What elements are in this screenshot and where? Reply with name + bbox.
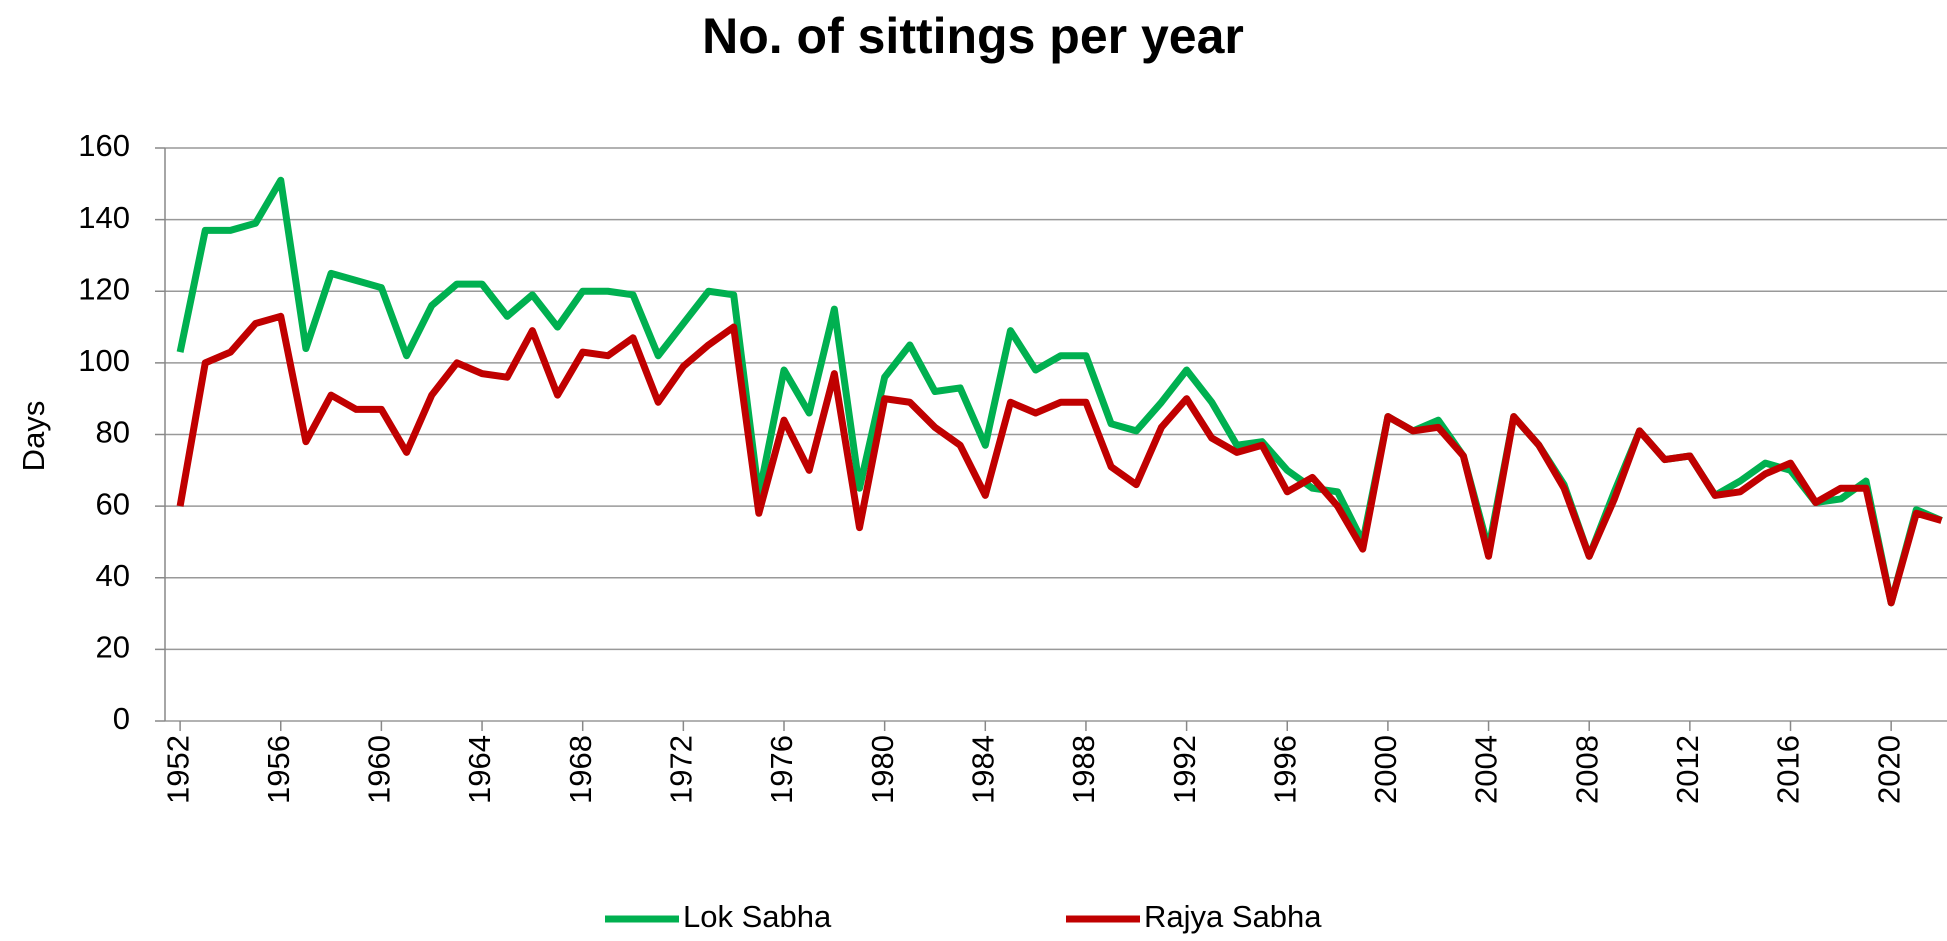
y-tick-label: 100	[78, 343, 130, 378]
x-tick-label: 1996	[1267, 735, 1302, 804]
y-tick-label: 0	[113, 701, 130, 736]
x-tick-label: 1964	[462, 735, 497, 804]
y-axis-label: Days	[16, 401, 51, 472]
x-tick-label: 1976	[764, 735, 799, 804]
x-tick-label: 1992	[1167, 735, 1202, 804]
x-tick-label: 1960	[362, 735, 397, 804]
y-tick-label: 120	[78, 271, 130, 306]
x-tick-label: 1972	[664, 735, 699, 804]
y-tick-label: 140	[78, 200, 130, 235]
legend-label: Rajya Sabha	[1144, 899, 1322, 934]
x-tick-label: 1952	[160, 735, 195, 804]
x-tick-label: 2000	[1368, 735, 1403, 804]
y-tick-label: 80	[96, 415, 130, 450]
x-tick-label: 1980	[865, 735, 900, 804]
x-tick-label: 2016	[1771, 735, 1806, 804]
x-tick-label: 2020	[1871, 735, 1906, 804]
y-tick-label: 40	[96, 558, 130, 593]
series-line	[176, 312, 1943, 607]
x-tick-label: 2004	[1469, 735, 1504, 804]
y-tick-label: 160	[78, 128, 130, 163]
y-tick-label: 60	[96, 486, 130, 521]
x-tick-label: 1984	[965, 735, 1000, 804]
legend-label: Lok Sabha	[683, 899, 832, 934]
series-line	[176, 176, 1943, 607]
x-tick-label: 1988	[1066, 735, 1101, 804]
x-tick-label: 1968	[563, 735, 598, 804]
x-tick-label: 1956	[261, 735, 296, 804]
chart-title: No. of sittings per year	[702, 8, 1244, 64]
x-tick-label: 2008	[1569, 735, 1604, 804]
y-tick-label: 20	[96, 630, 130, 665]
x-tick-label: 2012	[1670, 735, 1705, 804]
